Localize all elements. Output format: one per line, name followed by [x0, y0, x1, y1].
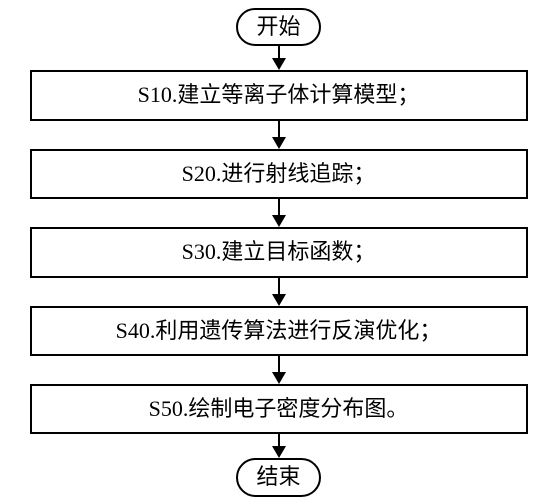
flowchart-container: 开始 S10.建立等离子体计算模型； S20.进行射线追踪； S30.建立目标函… [0, 0, 557, 497]
end-terminator: 结束 [236, 458, 320, 496]
arrow-start-s10 [272, 46, 286, 70]
step-s10-label: S10.建立等离子体计算模型； [138, 82, 420, 107]
arrow-s40-s50 [272, 356, 286, 384]
start-terminator: 开始 [236, 8, 320, 46]
step-s30: S30.建立目标函数； [30, 227, 528, 277]
step-s50-label: S50.绘制电子密度分布图。 [149, 396, 409, 421]
step-s50: S50.绘制电子密度分布图。 [30, 384, 528, 434]
step-s20-label: S20.进行射线追踪； [182, 161, 376, 186]
step-s20: S20.进行射线追踪； [30, 149, 528, 199]
arrow-s10-s20 [272, 121, 286, 149]
step-s40: S40.利用遗传算法进行反演优化； [30, 306, 528, 356]
step-s40-label: S40.利用遗传算法进行反演优化； [116, 318, 442, 343]
arrow-s50-end [272, 434, 286, 458]
arrow-s30-s40 [272, 278, 286, 306]
arrow-s20-s30 [272, 199, 286, 227]
step-s30-label: S30.建立目标函数； [182, 239, 376, 264]
start-label: 开始 [256, 14, 300, 39]
step-s10: S10.建立等离子体计算模型； [30, 70, 528, 120]
end-label: 结束 [256, 464, 300, 489]
